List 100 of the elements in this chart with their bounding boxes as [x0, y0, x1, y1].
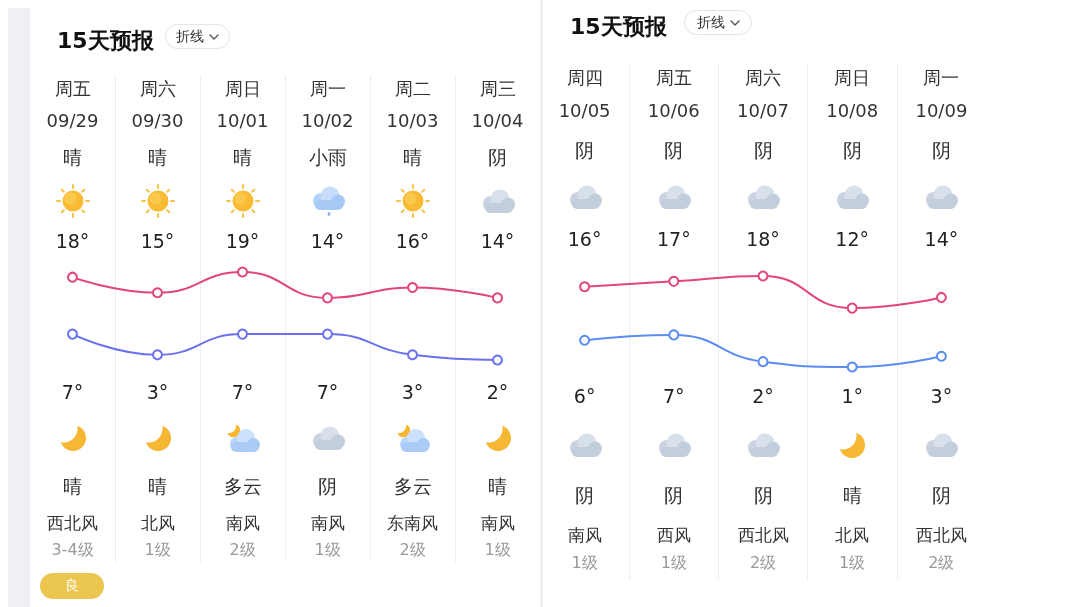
text: 晴 — [63, 474, 82, 498]
data-label: 7° — [61, 381, 84, 403]
x-tick-label: 周五 09/29 — [46, 77, 99, 131]
point — [935, 350, 947, 362]
data-label: 17° — [656, 228, 691, 250]
x-tick-label: 周日 10/01 — [216, 77, 269, 131]
x-tick-label: 周六 09/30 — [131, 77, 184, 131]
data-label: 14° — [310, 230, 345, 252]
point — [152, 287, 163, 299]
chart-title: 15天预报 — [57, 27, 155, 53]
point — [668, 275, 680, 287]
text: 1级 — [484, 540, 511, 560]
point — [407, 349, 418, 361]
text: 阴 — [488, 145, 507, 169]
data-label: 12° — [835, 228, 870, 250]
text: 1级 — [144, 540, 171, 560]
data-label: 18° — [746, 228, 780, 250]
point — [668, 329, 680, 341]
text: 北风 — [835, 524, 870, 546]
data-label: 7° — [231, 381, 254, 403]
text: 阴 — [318, 474, 337, 498]
text: 1级 — [314, 540, 341, 560]
point — [67, 271, 78, 283]
text: 东南风 — [387, 512, 438, 534]
text: 2级 — [928, 553, 955, 573]
text: 阴 — [575, 138, 595, 162]
text: 晴 — [148, 145, 167, 169]
text: 南风 — [567, 524, 602, 546]
text: 2级 — [749, 553, 777, 573]
chart-title: 15天预报 — [570, 13, 668, 39]
x-tick-label: 周一 10/09 — [915, 66, 968, 121]
text: 阴 — [753, 483, 773, 507]
point — [407, 282, 418, 294]
text: 1级 — [660, 553, 687, 573]
text: 西北风 — [47, 512, 98, 534]
point — [757, 270, 769, 282]
data-label: 7° — [663, 385, 685, 407]
x-tick-label: 周五 10/06 — [647, 66, 700, 121]
point — [935, 291, 947, 303]
text: 阴 — [575, 483, 595, 507]
text: 阴 — [931, 138, 951, 162]
point — [579, 281, 591, 293]
text: 南风 — [225, 512, 260, 534]
text: 阴 — [664, 483, 684, 507]
text: 多云 — [223, 474, 262, 498]
data-label: 19° — [225, 230, 260, 252]
x-tick-label: 周日 10/08 — [826, 66, 879, 121]
text: 阴 — [664, 138, 684, 162]
data-label: 2° — [752, 385, 774, 407]
text: 1级 — [571, 553, 598, 573]
text: 晴 — [488, 474, 507, 498]
data-label: 16° — [395, 230, 430, 252]
text: 1级 — [839, 553, 866, 573]
text: 南风 — [310, 512, 345, 534]
text: 3-4级 — [51, 540, 94, 560]
text: 2级 — [229, 540, 256, 560]
text: 阴 — [753, 138, 773, 162]
point — [846, 302, 858, 314]
data-label: 16° — [567, 228, 602, 250]
x-tick-label: 周一 10/02 — [301, 77, 354, 131]
data-label: 14° — [480, 230, 515, 252]
point — [846, 361, 858, 373]
text: 小雨 — [308, 145, 347, 169]
data-label: 14° — [924, 228, 959, 250]
point — [579, 334, 591, 346]
text: 西北风 — [915, 524, 967, 546]
data-label: 18° — [55, 230, 90, 252]
data-label: 3° — [401, 381, 424, 403]
point — [237, 328, 248, 340]
text: 多云 — [393, 474, 432, 498]
point — [492, 292, 503, 304]
text: 晴 — [63, 145, 82, 169]
data-label: 7° — [316, 381, 339, 403]
text: 晴 — [148, 474, 167, 498]
text: 阴 — [842, 138, 862, 162]
data-label: 1° — [841, 385, 863, 407]
point — [492, 354, 503, 366]
dropdown[interactable]: 折线 — [165, 24, 230, 49]
data-label: 3° — [930, 385, 953, 407]
point — [322, 328, 333, 340]
text: 晴 — [403, 145, 422, 169]
text: 西北风 — [737, 524, 789, 546]
x-tick-label: 周三 10/04 — [471, 77, 524, 131]
data-label: 2° — [486, 381, 509, 403]
text: 晴 — [233, 145, 252, 169]
point — [757, 356, 769, 368]
text: 晴 — [842, 483, 862, 507]
text: 南风 — [480, 512, 515, 534]
x-tick-label: 周二 10/03 — [386, 77, 439, 131]
text: 2级 — [399, 540, 426, 560]
badge: 良 — [40, 573, 104, 599]
point — [237, 266, 248, 278]
dropdown[interactable]: 折线 — [684, 10, 752, 35]
data-label: 3° — [146, 381, 169, 403]
x-tick-label: 周四 10/05 — [558, 66, 611, 121]
point — [322, 292, 333, 304]
data-label: 15° — [140, 230, 175, 252]
x-tick-label: 周六 10/07 — [737, 66, 789, 121]
text: 阴 — [931, 483, 951, 507]
point — [152, 349, 163, 361]
